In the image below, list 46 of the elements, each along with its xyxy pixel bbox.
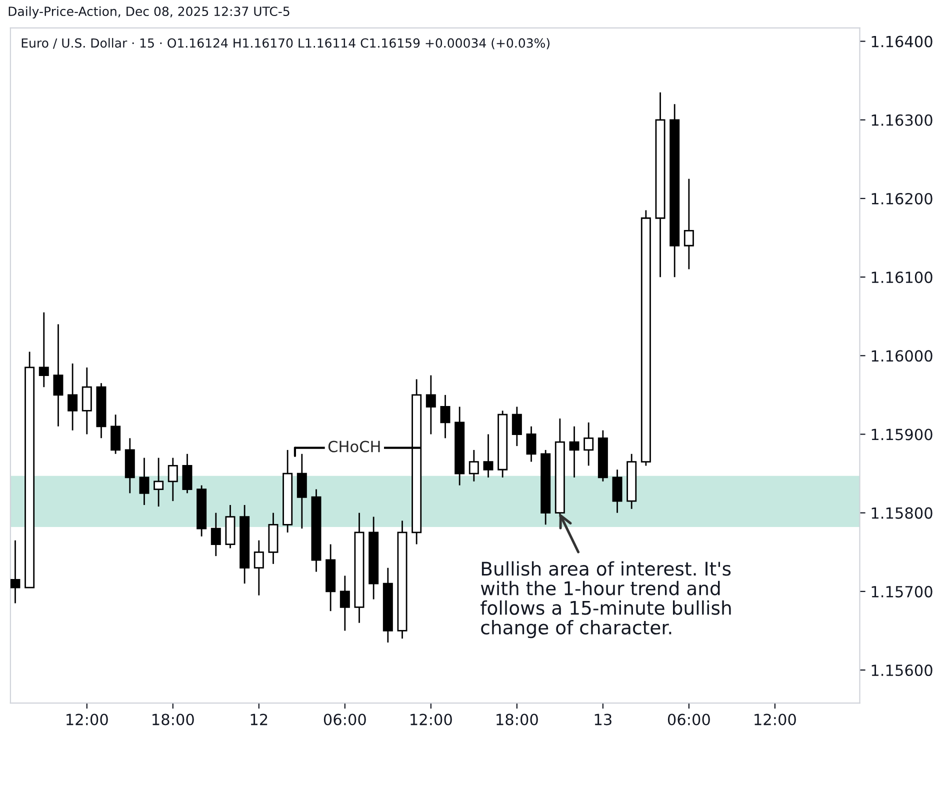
x-tick-label: 12:00 — [66, 714, 108, 726]
candlestick — [10, 540, 20, 604]
candlestick — [340, 575, 350, 632]
y-tick-label: 1.15800 — [872, 507, 932, 519]
y-tick-label: 1.16100 — [872, 272, 932, 284]
y-tick-label: 1.16300 — [872, 114, 932, 126]
x-tick-label: 12:00 — [754, 714, 796, 726]
x-tick-label: 18:00 — [152, 714, 194, 726]
candlestick — [53, 324, 64, 428]
y-tick-label: 1.16200 — [872, 192, 932, 204]
annotation: Bullish area of interest. It's with the 1-hour trend and follows a 15-minute bullish change of character. — [480, 561, 731, 638]
x-tick-label: 06:00 — [324, 714, 366, 726]
candlestick — [38, 312, 49, 388]
candlestick — [254, 540, 264, 596]
x-tick-label: 18:00 — [496, 714, 538, 726]
x-tick-label: 13 — [594, 714, 612, 726]
candlestick — [110, 414, 121, 455]
candlestick — [68, 362, 78, 432]
candlestick — [210, 512, 221, 557]
candlestick — [483, 434, 494, 478]
candlestick — [526, 426, 536, 462]
candlestick — [684, 178, 694, 270]
candlestick — [468, 449, 479, 482]
candlestick — [139, 457, 150, 506]
candlestick — [296, 453, 307, 530]
candlestick — [584, 422, 594, 466]
x-tick-label: 12:00 — [410, 714, 452, 726]
candlestick — [168, 457, 178, 502]
y-tick-label: 1.15700 — [872, 586, 932, 598]
text: Euro / U.S. Dollar · 15 · O1.16124 H1.16170 L1.16114 C1.16159 +0.00034 (+0.03%) — [22, 38, 550, 50]
candlestick — [182, 453, 192, 494]
candlestick — [512, 406, 522, 447]
y-tick-label: 1.15900 — [872, 428, 932, 440]
annotation: CHoCH — [328, 440, 380, 452]
x-tick-label: 12 — [250, 714, 268, 726]
y-tick-label: 1.16400 — [872, 36, 932, 48]
x-tick-label: 06:00 — [668, 714, 710, 726]
candlestick — [612, 468, 622, 514]
y-tick-label: 1.15600 — [872, 664, 932, 676]
text: Daily-Price-Action, Dec 08, 2025 12:37 UTC-5 — [8, 6, 290, 18]
candlestick — [82, 366, 92, 435]
y-tick-label: 1.16000 — [872, 350, 932, 362]
candlestick — [426, 374, 436, 435]
candlestick — [569, 426, 580, 478]
candlestick — [154, 457, 164, 508]
candlestick — [440, 394, 450, 439]
